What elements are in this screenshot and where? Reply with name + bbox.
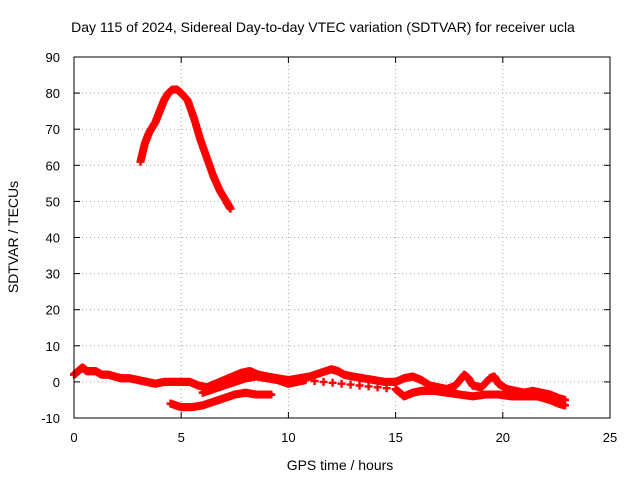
x-tick-label: 5 bbox=[178, 430, 185, 445]
series-high-arc bbox=[136, 85, 235, 213]
series-low-trace bbox=[166, 388, 276, 412]
data-point bbox=[560, 401, 569, 410]
data-point bbox=[267, 390, 276, 399]
data-point bbox=[373, 383, 382, 392]
data-points bbox=[70, 85, 569, 412]
data-point bbox=[355, 381, 364, 390]
y-tick-label: 20 bbox=[46, 303, 60, 318]
y-tick-label: 40 bbox=[46, 231, 60, 246]
x-tick-label: 10 bbox=[281, 430, 295, 445]
chart-title: Day 115 of 2024, Sidereal Day-to-day VTE… bbox=[71, 19, 575, 35]
x-tick-label: 25 bbox=[603, 430, 617, 445]
data-point bbox=[346, 380, 355, 389]
y-tick-label: 0 bbox=[53, 375, 60, 390]
y-tick-label: 90 bbox=[46, 50, 60, 65]
y-tick-label: -10 bbox=[41, 411, 60, 426]
data-point bbox=[364, 382, 373, 391]
data-point bbox=[319, 377, 328, 386]
data-point bbox=[328, 378, 337, 387]
y-tick-label: 60 bbox=[46, 158, 60, 173]
y-tick-label: 30 bbox=[46, 267, 60, 282]
x-tick-label: 0 bbox=[70, 430, 77, 445]
y-tick-label: 10 bbox=[46, 339, 60, 354]
x-axis-label: GPS time / hours bbox=[287, 457, 394, 473]
y-tick-label: 70 bbox=[46, 122, 60, 137]
data-point bbox=[310, 376, 319, 385]
series-main-trace bbox=[70, 363, 569, 404]
plot-frame bbox=[73, 56, 611, 419]
data-point bbox=[301, 376, 310, 385]
data-point bbox=[382, 384, 391, 393]
x-tick-label: 15 bbox=[388, 430, 402, 445]
series-secondary-trace bbox=[198, 372, 569, 410]
y-tick-label: 50 bbox=[46, 194, 60, 209]
x-tick-label: 20 bbox=[496, 430, 510, 445]
y-tick-label: 80 bbox=[46, 86, 60, 101]
y-axis-label: SDTVAR / TECUs bbox=[5, 181, 21, 293]
data-point bbox=[226, 204, 235, 213]
data-point bbox=[337, 379, 346, 388]
